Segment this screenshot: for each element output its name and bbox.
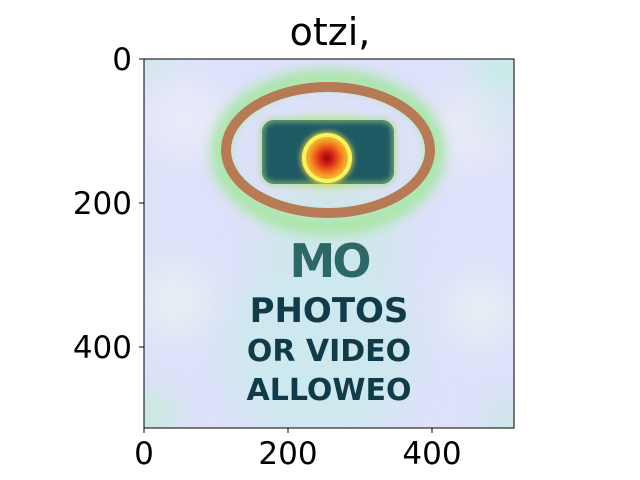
x-tick-label: 400	[402, 436, 461, 472]
sign-line: OR VIDEO	[247, 334, 411, 369]
sign-line: ALLOWEO	[247, 373, 412, 408]
y-tick-label: 400	[73, 330, 132, 366]
y-tick-label: 200	[73, 186, 132, 222]
axes-frame	[143, 58, 515, 429]
y-tick-label: 0	[112, 42, 132, 78]
plot-title: otzi,	[289, 10, 371, 54]
image-panel: MO PHOTOS OR VIDEO ALLOWEO	[144, 59, 514, 428]
x-tick-label: 0	[134, 436, 154, 472]
sign-line: PHOTOS	[250, 291, 409, 331]
x-axis: 0 200 400	[134, 428, 462, 472]
no-photo-ring	[221, 82, 435, 218]
x-tick-label: 200	[258, 436, 317, 472]
heatmap-hotspot	[301, 132, 353, 184]
sign-text: MO PHOTOS OR VIDEO ALLOWEO	[247, 234, 412, 408]
y-axis: 0 200 400	[73, 42, 144, 366]
sign-line: MO	[290, 234, 370, 288]
